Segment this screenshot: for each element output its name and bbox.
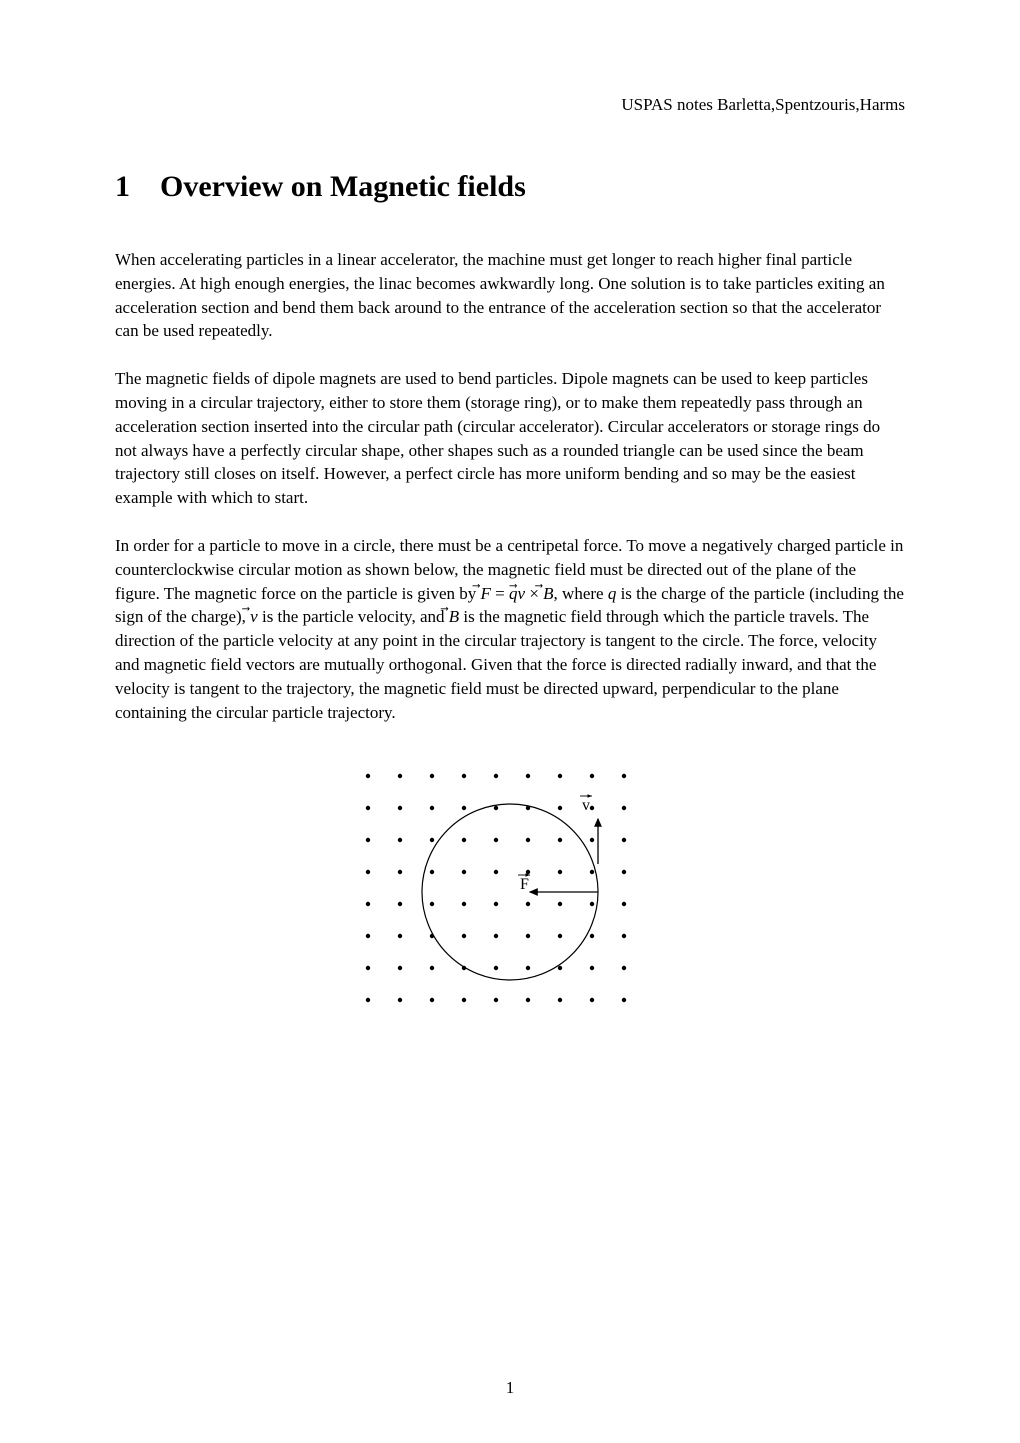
eq-F: F (481, 582, 491, 606)
eq-times: × (525, 584, 543, 603)
eq-q: q (509, 584, 518, 603)
paragraph-3: In order for a particle to move in a cir… (115, 534, 905, 724)
svg-text:v: v (582, 797, 590, 814)
eq-eq: = (491, 584, 509, 603)
eq-v: v (518, 582, 526, 606)
paragraph-1: When accelerating particles in a linear … (115, 248, 905, 343)
circular-motion-figure: vF (350, 754, 670, 1034)
p3-text-b: , where (554, 584, 608, 603)
figure-wrap: vF (115, 754, 905, 1039)
inline-v: v (250, 605, 258, 629)
section-title-text: Overview on Magnetic fields (160, 170, 526, 203)
header-note: USPAS notes Barletta,Spentzouris,Harms (115, 95, 905, 115)
svg-text:F: F (520, 876, 529, 893)
inline-B: B (449, 605, 459, 629)
eq-B: B (543, 582, 553, 606)
section-number: 1 (115, 170, 130, 204)
paragraph-2: The magnetic fields of dipole magnets ar… (115, 367, 905, 510)
page-number: 1 (0, 1378, 1020, 1398)
page: USPAS notes Barletta,Spentzouris,Harms 1… (0, 0, 1020, 1443)
p3-text-d: is the particle velocity, and (258, 607, 449, 626)
section-title: 1 Overview on Magnetic fields (115, 170, 905, 204)
